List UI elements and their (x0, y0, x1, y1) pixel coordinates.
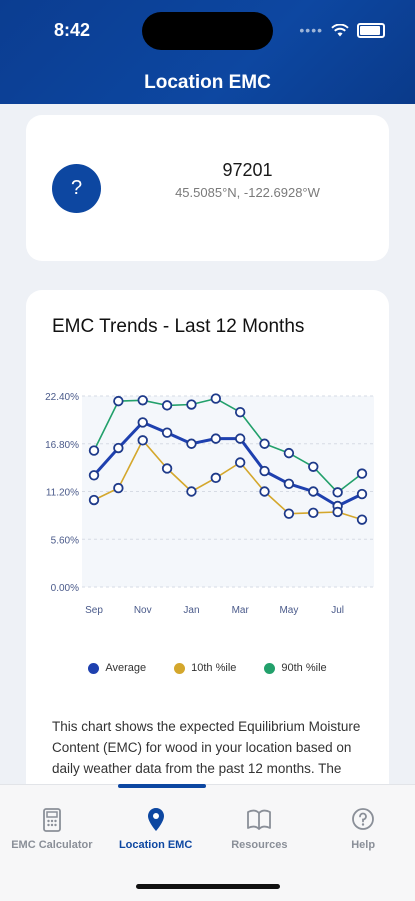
tab-label-help: Help (351, 839, 376, 851)
y-tick-label: 0.00% (51, 583, 79, 594)
x-tick-label: Jul (331, 605, 344, 616)
battery-icon (357, 22, 385, 38)
help-icon (352, 808, 375, 830)
tab-resources[interactable]: Resources (208, 807, 312, 851)
signal-icon: •••• (299, 22, 323, 38)
legend-item-p10: 10th %ile (174, 662, 236, 674)
y-tick-label: 22.40% (45, 392, 79, 403)
data-point-2 (308, 461, 319, 472)
data-point-2 (283, 447, 295, 459)
data-point-0 (137, 417, 148, 428)
legend-label-p10: 10th %ile (191, 662, 237, 674)
data-point-1 (113, 482, 124, 494)
data-point-1 (259, 486, 270, 497)
location-pin-icon (147, 808, 164, 831)
status-time: 8:42 (54, 20, 91, 40)
coordinates: 45.5085°N, -122.6928°W (175, 185, 320, 200)
calculator-icon (42, 808, 61, 832)
scroll-indicator (118, 784, 206, 788)
data-point-2 (137, 395, 148, 406)
tab-label-location-emc: Location EMC (118, 839, 193, 851)
data-point-0 (283, 478, 295, 490)
data-point-0 (113, 442, 124, 454)
data-point-1 (210, 472, 222, 484)
x-tick-label: Jan (183, 605, 199, 616)
tab-label-resources: Resources (231, 839, 288, 851)
location-card: ? 97201 45.5085°N, -122.6928°W (26, 115, 389, 261)
data-point-0 (210, 433, 222, 444)
data-point-0 (186, 438, 197, 449)
chart-title: EMC Trends - Last 12 Months (52, 316, 305, 337)
data-point-1 (283, 508, 295, 519)
data-point-1 (356, 514, 368, 525)
data-point-1 (332, 506, 343, 518)
home-indicator (136, 884, 280, 889)
wifi-icon (331, 23, 349, 36)
legend-dot-average (88, 662, 100, 674)
tab-help[interactable]: Help (311, 807, 415, 851)
emc-line-chart: 0.00% 5.60% 11.20% 16.80% 22.40% Sep Nov Jan Mar… (45, 392, 374, 616)
legend-dot-p90 (264, 662, 276, 674)
data-point-1 (186, 486, 197, 497)
chart-description: This chart shows the expected Equilibriu… (52, 719, 361, 776)
data-point-0 (356, 488, 368, 500)
data-point-2 (356, 468, 368, 479)
data-point-0 (88, 470, 100, 481)
data-point-1 (308, 507, 319, 519)
data-point-2 (113, 395, 124, 407)
data-point-2 (210, 393, 222, 404)
x-tick-label: Mar (232, 605, 250, 616)
location-status-icon[interactable]: ? (52, 164, 101, 213)
tab-emc-calculator[interactable]: EMC Calculator (0, 807, 104, 851)
page-title: Location EMC (144, 72, 271, 93)
data-point-2 (259, 438, 270, 449)
data-point-0 (308, 486, 319, 497)
legend-item-p90: 90th %ile (264, 662, 327, 674)
data-point-0 (259, 465, 270, 477)
chart-legend: Average 10th %ile 90th %ile (26, 662, 389, 674)
status-icons: •••• (299, 22, 385, 38)
dynamic-island (142, 12, 273, 50)
data-point-2 (161, 400, 173, 411)
legend-item-average: Average (88, 662, 146, 674)
legend-dot-p10 (174, 662, 186, 674)
x-tick-label: May (279, 605, 298, 616)
x-tick-label: Nov (134, 605, 152, 616)
data-point-1 (161, 463, 173, 474)
data-point-1 (88, 494, 100, 506)
data-point-2 (88, 445, 100, 456)
book-icon (247, 809, 272, 830)
description-clip: This chart shows the expected Equilibriu… (26, 710, 389, 782)
tab-label-emc-calculator: EMC Calculator (11, 839, 93, 851)
y-tick-label: 11.20% (46, 488, 79, 499)
x-tick-label: Sep (85, 605, 103, 616)
y-tick-label: 5.60% (51, 535, 79, 546)
tab-location-emc[interactable]: Location EMC (104, 807, 208, 851)
data-point-1 (234, 457, 246, 468)
tab-bar: EMC Calculator Location EMC Resources He… (0, 784, 415, 901)
legend-label-p90: 90th %ile (281, 662, 327, 674)
chart-card: EMC Trends - Last 12 Months 0.00% 5.60% 11… (26, 290, 389, 810)
data-point-2 (332, 487, 343, 498)
legend-label-average: Average (105, 662, 147, 674)
data-point-2 (186, 399, 197, 410)
zip-code: 97201 (222, 160, 273, 180)
y-tick-label: 16.80% (45, 440, 79, 451)
data-point-1 (137, 435, 148, 446)
data-point-2 (234, 407, 246, 418)
data-point-0 (234, 433, 246, 444)
data-point-0 (161, 427, 173, 438)
app-header: 8:42 •••• Location EMC (0, 0, 415, 104)
